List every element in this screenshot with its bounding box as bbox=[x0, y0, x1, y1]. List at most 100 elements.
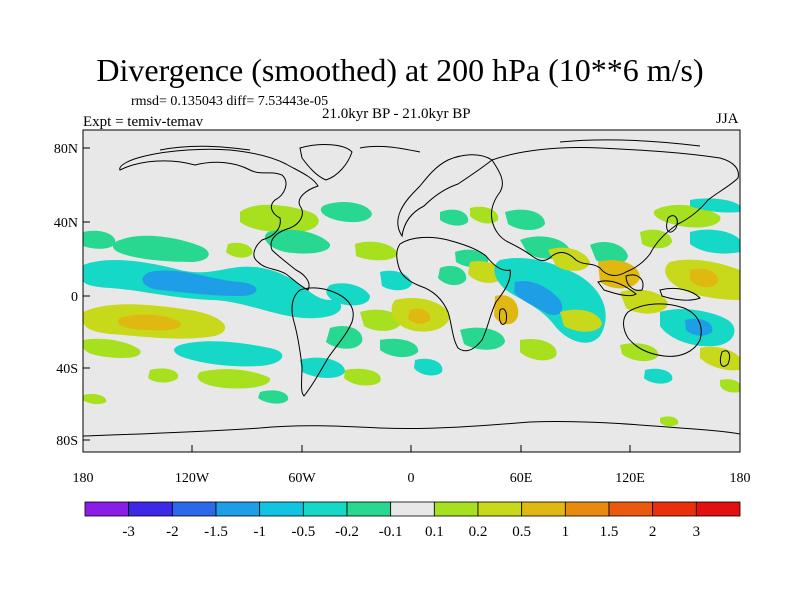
colorbar-swatch bbox=[128, 501, 173, 517]
anomaly-region bbox=[548, 247, 590, 271]
anomaly-region bbox=[514, 280, 563, 316]
colorbar-label: -1.5 bbox=[204, 524, 228, 540]
colorbar-swatch bbox=[521, 501, 566, 517]
colorbar-swatch bbox=[215, 501, 261, 517]
anomaly-region bbox=[83, 393, 107, 405]
anomaly-region bbox=[560, 309, 602, 332]
anomaly-region bbox=[360, 309, 402, 331]
colorbar-swatch bbox=[259, 501, 304, 517]
anomaly-region bbox=[440, 209, 469, 226]
anomaly-region bbox=[112, 235, 209, 262]
anomaly-region bbox=[468, 260, 503, 283]
colorbar-label: -2 bbox=[166, 524, 179, 540]
anomaly-region bbox=[720, 379, 740, 393]
anomaly-region bbox=[690, 198, 740, 213]
anomaly-region bbox=[174, 341, 283, 367]
anomaly-region bbox=[494, 295, 519, 325]
anomaly-region bbox=[320, 201, 372, 223]
colorbar-swatch bbox=[477, 501, 523, 517]
coastline-borneo bbox=[625, 274, 644, 291]
lat-ticks bbox=[83, 147, 90, 441]
anomaly-region bbox=[640, 229, 672, 249]
lat-label: 80N bbox=[54, 142, 78, 157]
coastline-new-zealand bbox=[719, 350, 731, 367]
lon-label: 60E bbox=[510, 471, 533, 486]
colorbar-label: 0.2 bbox=[469, 524, 488, 540]
anomaly-region bbox=[258, 390, 289, 404]
anomaly-region bbox=[83, 230, 116, 249]
anomaly-region bbox=[326, 283, 370, 306]
colorbar-swatch bbox=[695, 501, 741, 517]
coastline-indonesia bbox=[597, 280, 637, 297]
lon-label: 180 bbox=[730, 471, 751, 486]
lat-label: 80S bbox=[56, 434, 78, 449]
coastline-asia bbox=[491, 147, 739, 276]
anomaly-region bbox=[326, 325, 363, 349]
lat-label: 0 bbox=[71, 290, 78, 305]
lon-label: 120E bbox=[615, 471, 645, 486]
anomaly-region bbox=[414, 358, 443, 376]
anomaly-region bbox=[470, 206, 499, 224]
anomaly-region bbox=[264, 229, 331, 254]
colorbar-swatch bbox=[390, 501, 435, 517]
coastline-japan bbox=[666, 215, 678, 233]
anomaly-region bbox=[644, 368, 673, 384]
lon-label: 120W bbox=[175, 471, 210, 486]
anomaly-region bbox=[690, 268, 719, 288]
anomaly-region bbox=[355, 241, 398, 261]
coastlines bbox=[83, 139, 740, 437]
coastline-greenland bbox=[299, 144, 353, 181]
coastline-australia bbox=[623, 303, 702, 357]
anomaly-region bbox=[83, 338, 141, 358]
plot-title: Divergence (smoothed) at 200 hPa (10**6 … bbox=[96, 52, 704, 88]
anomaly-region bbox=[148, 368, 179, 383]
anomaly-region bbox=[438, 265, 467, 286]
stats-text: rmsd= 0.135043 diff= 7.53443e-05 bbox=[131, 94, 329, 109]
anomaly-region bbox=[620, 343, 659, 362]
colorbar-label: 0.5 bbox=[512, 524, 531, 540]
colorbar-label: 2 bbox=[649, 524, 657, 540]
anomaly-region bbox=[408, 308, 431, 324]
anomaly-region bbox=[660, 416, 679, 427]
colorbar-swatch bbox=[564, 501, 610, 517]
lon-label: 60W bbox=[288, 471, 316, 486]
colorbar-swatch bbox=[346, 501, 392, 517]
anomaly-region bbox=[344, 368, 381, 386]
lat-label: 40S bbox=[56, 362, 78, 377]
colorbar-swatch bbox=[433, 501, 479, 517]
colorbar-swatch bbox=[302, 501, 348, 517]
colorbar-label: -1 bbox=[253, 524, 266, 540]
lon-label: 180 bbox=[73, 471, 94, 486]
colorbar-label: -0.1 bbox=[379, 524, 403, 540]
colorbar-swatch bbox=[84, 501, 130, 517]
anomaly-region bbox=[505, 209, 545, 230]
anomaly-region bbox=[520, 338, 557, 361]
experiment-text: Expt = temiv-temav bbox=[83, 114, 204, 130]
coastline-africa bbox=[396, 236, 511, 352]
lat-label: 40N bbox=[54, 216, 78, 231]
anomaly-region bbox=[685, 318, 713, 336]
anomaly-region bbox=[226, 242, 253, 258]
anomaly-region bbox=[690, 229, 740, 254]
anomaly-region bbox=[653, 204, 721, 228]
anomaly-region bbox=[118, 314, 181, 331]
anomaly-region bbox=[240, 204, 319, 233]
anomaly-region bbox=[590, 242, 628, 265]
colorbar-label: 0.1 bbox=[425, 524, 444, 540]
colorbar-swatch bbox=[652, 501, 697, 517]
colorbar-label: -3 bbox=[122, 524, 135, 540]
coastline-madagascar bbox=[499, 308, 507, 325]
colorbar-label: -0.2 bbox=[335, 524, 359, 540]
coastline-south-america bbox=[291, 287, 354, 397]
coastline-north-america bbox=[119, 148, 319, 291]
divergence-field bbox=[83, 198, 740, 427]
colorbar-label: 3 bbox=[693, 524, 701, 540]
coastline-arctic bbox=[159, 139, 701, 153]
colorbar-label: -0.5 bbox=[291, 524, 315, 540]
coastline-antarctica bbox=[83, 420, 740, 437]
colorbar-label: 1 bbox=[562, 524, 570, 540]
coastline-new-guinea bbox=[659, 287, 701, 301]
anomaly-region bbox=[380, 338, 419, 358]
colorbar-swatch bbox=[608, 501, 654, 517]
